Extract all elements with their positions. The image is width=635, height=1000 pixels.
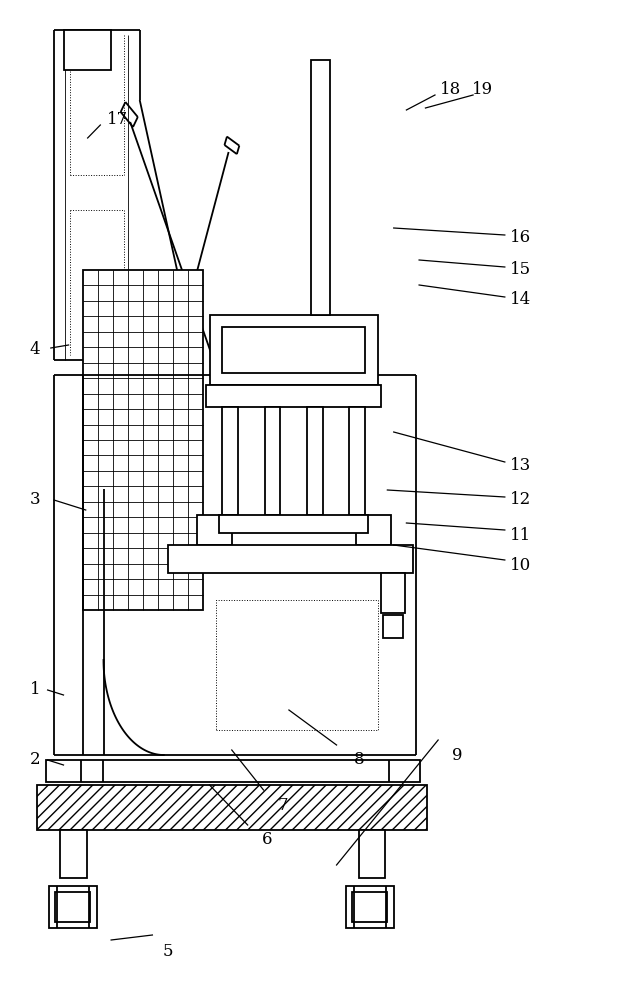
Bar — [46, 760, 420, 782]
Bar — [60, 830, 87, 878]
Text: 1: 1 — [30, 682, 40, 698]
Bar — [359, 830, 385, 878]
Bar — [356, 515, 391, 545]
Bar — [346, 886, 394, 928]
Bar — [307, 407, 323, 515]
Bar — [206, 385, 381, 407]
Bar — [352, 892, 387, 922]
Text: 8: 8 — [354, 752, 364, 768]
Text: 18: 18 — [440, 82, 462, 99]
Bar — [37, 785, 427, 830]
Text: 17: 17 — [107, 111, 128, 128]
Text: 15: 15 — [510, 261, 531, 278]
Text: 7: 7 — [277, 796, 288, 814]
Text: 4: 4 — [30, 342, 40, 359]
Bar — [219, 515, 368, 533]
Bar — [49, 886, 97, 928]
Bar — [311, 60, 330, 315]
Text: 6: 6 — [262, 832, 272, 848]
Bar — [168, 545, 413, 573]
Bar — [222, 407, 238, 515]
Bar — [383, 615, 403, 638]
Text: 12: 12 — [510, 491, 531, 508]
Bar — [216, 600, 378, 730]
Text: 13: 13 — [510, 456, 531, 474]
Text: 9: 9 — [452, 746, 462, 764]
Text: 10: 10 — [510, 556, 531, 574]
Text: 16: 16 — [510, 230, 531, 246]
Bar — [381, 573, 405, 613]
Text: 2: 2 — [30, 752, 40, 768]
Text: 14: 14 — [510, 292, 531, 308]
Bar — [222, 327, 365, 373]
Text: 11: 11 — [510, 526, 531, 544]
Bar — [265, 407, 281, 515]
Bar — [197, 515, 232, 545]
Bar — [64, 30, 111, 70]
Text: 3: 3 — [30, 491, 40, 508]
Bar — [349, 407, 365, 515]
Bar — [210, 315, 378, 385]
Bar — [83, 270, 203, 610]
Text: 5: 5 — [163, 944, 173, 960]
Text: 19: 19 — [472, 82, 493, 99]
Bar — [55, 892, 90, 922]
